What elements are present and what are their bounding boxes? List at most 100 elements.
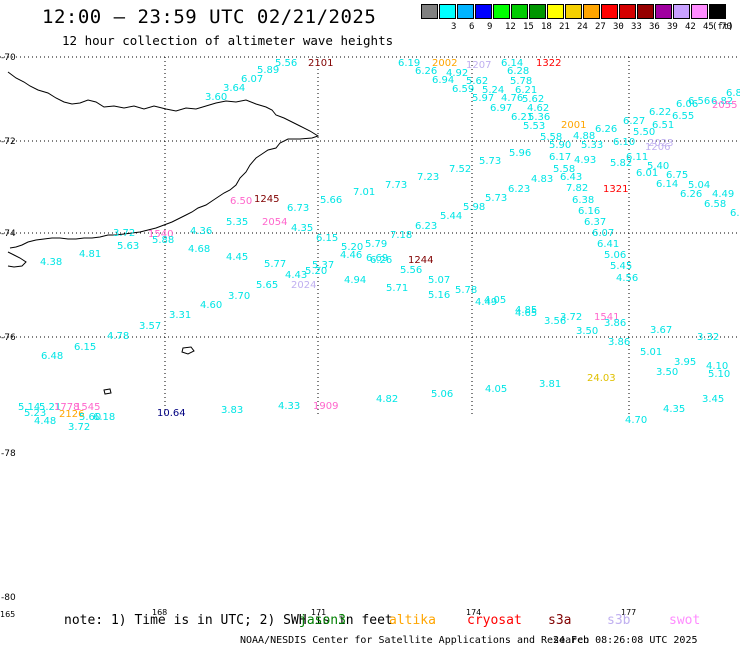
wave-height-point: 5.04 bbox=[688, 180, 710, 191]
legend-unit: (ft) bbox=[712, 22, 734, 32]
wave-height-point: 5.07 bbox=[428, 275, 450, 286]
legend-swatch bbox=[601, 4, 618, 19]
wave-height-point: 6.14 bbox=[656, 179, 678, 190]
wave-height-point: 6.51 bbox=[652, 120, 674, 131]
wave-height-point: 6.15 bbox=[316, 233, 338, 244]
mission-jason3: jason3 bbox=[299, 613, 346, 628]
wave-height-point: 5.73 bbox=[479, 156, 501, 167]
wave-height-point: 3.56 bbox=[544, 316, 566, 327]
legend-swatch bbox=[565, 4, 582, 19]
wave-height-point: 1778 bbox=[54, 402, 79, 413]
wave-height-point: 24.03 bbox=[587, 373, 616, 384]
wave-height-point: 6.37 bbox=[584, 217, 606, 228]
wave-height-point: 3.70 bbox=[228, 291, 250, 302]
wave-height-point: 5.60 bbox=[79, 412, 101, 423]
wave-height-point: 5.56 bbox=[275, 58, 297, 69]
wave-height-point: 6.18 bbox=[93, 412, 115, 423]
wave-height-point: 2101 bbox=[308, 58, 333, 69]
wave-height-point: 6.19 bbox=[398, 58, 420, 69]
legend-swatch bbox=[709, 4, 726, 19]
wave-height-point: 5.77 bbox=[264, 259, 286, 270]
legend-swatch bbox=[421, 4, 438, 19]
longitude-label: 171 bbox=[311, 608, 327, 617]
wave-height-point: 5.35 bbox=[226, 217, 248, 228]
wave-height-point: 5.62 bbox=[466, 76, 488, 87]
island-1 bbox=[181, 346, 195, 355]
wave-height-point: 5.24 bbox=[482, 85, 504, 96]
wave-height-point: 5.37 bbox=[312, 260, 334, 271]
wave-height-point: 4.85 bbox=[515, 305, 537, 316]
mission-swot: swot bbox=[669, 613, 701, 628]
latitude-label: -80 bbox=[1, 593, 16, 603]
wave-height-point: 6.85 bbox=[726, 88, 740, 99]
legend-label: 42 bbox=[685, 22, 696, 32]
wave-height-point: 6.07 bbox=[592, 228, 614, 239]
wave-height-point: 6.10 bbox=[613, 137, 635, 148]
wave-height-point: 4.65 bbox=[515, 308, 537, 319]
wave-height-point: 5.01 bbox=[640, 347, 662, 358]
legend-label: 70 bbox=[721, 22, 732, 32]
wave-height-point: 6.14 bbox=[501, 58, 523, 69]
legend-label: 12 bbox=[505, 22, 516, 32]
wave-height-point: 3.50 bbox=[656, 367, 678, 378]
wave-height-point: 4.43 bbox=[285, 270, 307, 281]
wave-height-point: 5.06 bbox=[604, 250, 626, 261]
wave-height-point: 4.35 bbox=[291, 223, 313, 234]
wave-height-point: 4.49 bbox=[475, 297, 497, 308]
wave-height-point: 6.23 bbox=[415, 221, 437, 232]
wave-height-point: 5.16 bbox=[428, 290, 450, 301]
legend-swatch bbox=[673, 4, 690, 19]
wave-height-point: 5.14 bbox=[18, 402, 40, 413]
wave-height-point: 6.55 bbox=[672, 111, 694, 122]
wave-height-point: 10.64 bbox=[157, 408, 186, 419]
wave-height-point: 1321 bbox=[603, 184, 628, 195]
wave-height-point: 5.53 bbox=[523, 121, 545, 132]
wave-height-point: 3.45 bbox=[702, 394, 724, 405]
wave-height-point: 3.95 bbox=[674, 357, 696, 368]
wave-height-point: 5.90 bbox=[549, 140, 571, 151]
wave-height-point: 2024 bbox=[291, 280, 316, 291]
wave-height-point: 4.05 bbox=[485, 384, 507, 395]
wave-height-point: 7.82 bbox=[566, 183, 588, 194]
legend-swatch bbox=[439, 4, 456, 19]
wave-height-point: 5.79 bbox=[365, 239, 387, 250]
wave-height-point: 5.78 bbox=[510, 76, 532, 87]
legend-label: 45 bbox=[703, 22, 714, 32]
legend-swatch bbox=[457, 4, 474, 19]
map-subtitle: 12 hour collection of altimeter wave hei… bbox=[62, 33, 394, 48]
latitude-label: -74 bbox=[1, 229, 16, 239]
wave-height-point: 4.56 bbox=[616, 273, 638, 284]
wave-height-point: 4.81 bbox=[79, 249, 101, 260]
wave-height-point: 6.43 bbox=[560, 172, 582, 183]
legend-label: 6 bbox=[469, 22, 475, 32]
wave-height-point: 7.01 bbox=[353, 187, 375, 198]
wave-height-point: 5.98 bbox=[463, 202, 485, 213]
wave-height-point: 5.10 bbox=[708, 369, 730, 380]
wave-height-point: 6.07 bbox=[241, 74, 263, 85]
legend-swatch bbox=[493, 4, 510, 19]
wave-height-point: 4.78 bbox=[107, 331, 129, 342]
wave-height-point: 3.60 bbox=[205, 92, 227, 103]
wave-height-point: 5.63 bbox=[117, 241, 139, 252]
legend-label: 21 bbox=[559, 22, 570, 32]
mission-s3a: s3a bbox=[548, 613, 572, 628]
wave-height-point: 5.40 bbox=[647, 161, 669, 172]
wave-height-point: 6.15 bbox=[74, 342, 96, 353]
wave-height-point: 3.50 bbox=[576, 326, 598, 337]
wave-height-point: 5.56 bbox=[400, 265, 422, 276]
wave-height-point: 5.88 bbox=[152, 235, 174, 246]
wave-height-point: 4.33 bbox=[278, 401, 300, 412]
wave-height-point: 6.11 bbox=[626, 152, 648, 163]
mission-cryosat: cryosat bbox=[467, 613, 522, 628]
legend-label: 24 bbox=[577, 22, 588, 32]
wave-height-point: 4.76 bbox=[501, 93, 523, 104]
wave-height-point: 4.92 bbox=[446, 68, 468, 79]
wave-height-point: 6.75 bbox=[666, 170, 688, 181]
wave-height-point: 6.50 bbox=[230, 196, 252, 207]
wave-height-point: 4.93 bbox=[574, 155, 596, 166]
wave-height-point: 4.68 bbox=[188, 244, 210, 255]
wave-height-point: 1206 bbox=[645, 142, 670, 153]
wave-height-point: 5.50 bbox=[633, 127, 655, 138]
